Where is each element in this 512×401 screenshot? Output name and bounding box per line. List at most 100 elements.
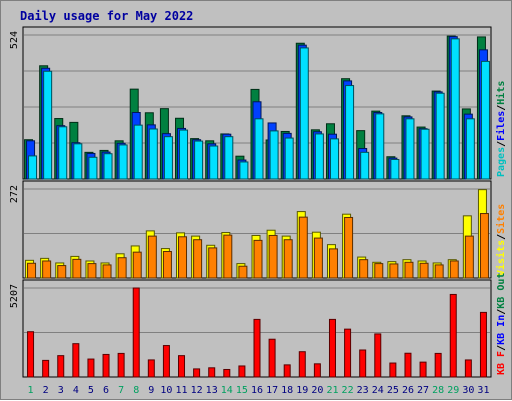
bar-bottom-kb-f-day-21	[328, 318, 336, 378]
bar-top-pages-day-19	[299, 47, 309, 180]
bar-middle-sites-day-22	[344, 216, 354, 279]
bar-top-pages-day-29	[450, 38, 460, 180]
x-tick-label-day-4: 4	[73, 385, 79, 396]
bar-bottom-kb-f-day-7	[117, 352, 125, 378]
bar-top-pages-day-1	[28, 155, 38, 180]
bar-middle-sites-day-8	[132, 251, 142, 279]
bar-bottom-kb-f-day-25	[389, 362, 397, 378]
bar-top-pages-day-5	[88, 156, 98, 180]
x-tick-label-day-18: 18	[281, 385, 293, 396]
y-axis-max-label-bottom: 5207	[9, 284, 20, 308]
bar-middle-sites-day-9	[147, 235, 157, 279]
x-tick-label-day-8: 8	[133, 385, 139, 396]
bar-bottom-kb-f-day-9	[147, 359, 155, 378]
bar-bottom-kb-f-day-12	[193, 368, 201, 378]
x-tick-label-day-26: 26	[402, 385, 414, 396]
legend-separator: /	[496, 141, 507, 147]
bar-bottom-kb-f-day-14	[223, 368, 231, 378]
legend-middle: Visits/Sites	[495, 204, 507, 276]
x-tick-label-day-14: 14	[221, 385, 233, 396]
bar-top-pages-day-11	[179, 129, 189, 180]
bar-middle-sites-day-4	[72, 258, 82, 279]
bar-top-pages-day-14	[224, 136, 234, 180]
legend-entry-hits: Hits	[495, 81, 507, 105]
bar-top-pages-day-21	[329, 138, 339, 180]
legend-separator: /	[496, 234, 507, 240]
bar-bottom-kb-f-day-24	[374, 333, 382, 378]
x-tick-label-day-10: 10	[160, 385, 172, 396]
x-tick-label-day-13: 13	[206, 385, 218, 396]
bar-top-pages-day-22	[345, 85, 355, 180]
bar-bottom-kb-f-day-15	[238, 365, 246, 378]
x-tick-label-day-24: 24	[372, 385, 384, 396]
bar-top-pages-day-25	[390, 158, 400, 180]
bar-middle-sites-day-21	[328, 248, 338, 279]
bar-middle-sites-day-7	[117, 257, 127, 279]
x-tick-label-day-6: 6	[103, 385, 109, 396]
x-tick-label-day-27: 27	[417, 385, 429, 396]
bar-top-pages-day-24	[375, 113, 385, 180]
x-tick-label-day-22: 22	[342, 385, 354, 396]
bar-middle-sites-day-26	[404, 261, 414, 279]
bar-middle-sites-day-11	[178, 236, 188, 279]
bar-bottom-kb-f-day-11	[178, 355, 186, 378]
bar-top-pages-day-12	[194, 140, 204, 180]
bar-bottom-kb-f-day-1	[27, 331, 35, 378]
bar-top-pages-day-9	[148, 128, 158, 180]
legend-entry-sites: Sites	[495, 204, 507, 234]
y-axis-max-label-top: 524	[9, 31, 20, 49]
bar-bottom-kb-f-day-30	[464, 359, 472, 378]
x-tick-label-day-25: 25	[387, 385, 399, 396]
bar-middle-sites-day-29	[449, 260, 459, 279]
bar-top-pages-day-23	[360, 151, 370, 180]
bar-middle-sites-day-6	[102, 264, 112, 279]
bar-bottom-kb-f-day-28	[434, 352, 442, 378]
bar-middle-sites-day-24	[374, 263, 384, 279]
bar-middle-sites-day-12	[193, 239, 203, 279]
bar-middle-sites-day-25	[389, 263, 399, 279]
bar-middle-sites-day-13	[208, 247, 218, 279]
bar-top-pages-day-10	[163, 136, 173, 180]
x-tick-label-day-15: 15	[236, 385, 248, 396]
bar-bottom-kb-f-day-3	[57, 355, 65, 378]
x-tick-label-day-3: 3	[58, 385, 64, 396]
legend-separator: /	[496, 345, 507, 351]
x-tick-label-day-11: 11	[175, 385, 187, 396]
bar-top-pages-day-26	[405, 118, 415, 180]
legend-entry-kb-out: KB Out	[496, 273, 507, 309]
bar-bottom-kb-f-day-23	[359, 349, 367, 378]
x-tick-label-day-29: 29	[447, 385, 459, 396]
bar-top-pages-day-31	[480, 60, 490, 180]
bar-middle-sites-day-16	[253, 239, 263, 279]
bar-bottom-kb-f-day-13	[208, 367, 216, 378]
bar-bottom-kb-f-day-31	[479, 311, 487, 378]
x-tick-label-day-5: 5	[88, 385, 94, 396]
x-tick-label-day-1: 1	[28, 385, 34, 396]
x-tick-label-day-7: 7	[118, 385, 124, 396]
bar-top-pages-day-28	[435, 92, 445, 180]
bar-top-pages-day-4	[73, 143, 83, 180]
bar-bottom-kb-f-day-26	[404, 352, 412, 378]
legend-bottom: KB F/KB In/KB Out	[496, 273, 507, 375]
bar-middle-sites-day-5	[87, 263, 97, 279]
bar-bottom-kb-f-day-27	[419, 361, 427, 378]
bar-middle-sites-day-17	[268, 234, 278, 279]
bar-top-pages-day-2	[43, 70, 53, 180]
bar-middle-sites-day-23	[359, 259, 369, 279]
x-tick-label-day-2: 2	[43, 385, 49, 396]
bar-middle-sites-day-2	[42, 260, 52, 279]
bar-bottom-kb-f-day-29	[449, 293, 457, 378]
bar-bottom-kb-f-day-19	[298, 351, 306, 378]
bar-middle-sites-day-15	[238, 265, 248, 279]
bar-top-pages-day-15	[239, 161, 249, 180]
bar-bottom-kb-f-day-5	[87, 358, 95, 378]
x-tick-label-day-12: 12	[191, 385, 203, 396]
bar-top-pages-day-13	[209, 145, 219, 180]
bar-top-pages-day-20	[314, 133, 324, 180]
x-tick-label-day-16: 16	[251, 385, 263, 396]
legend-entry-kb-in: KB In	[496, 315, 507, 345]
chart-title: Daily usage for May 2022	[20, 9, 193, 23]
bar-bottom-kb-f-day-16	[253, 318, 261, 378]
